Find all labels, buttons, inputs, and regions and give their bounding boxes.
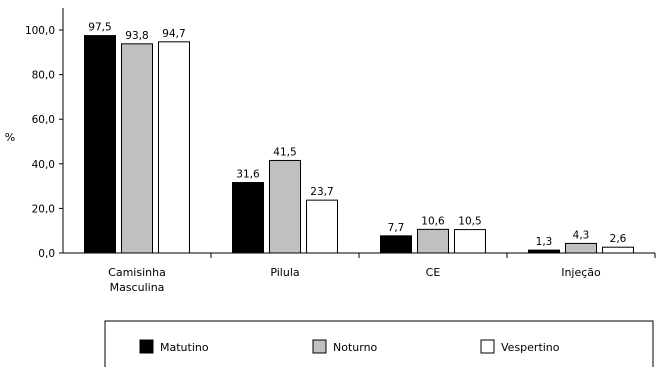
bar-matutino bbox=[380, 235, 412, 254]
legend-frame bbox=[104, 320, 654, 367]
data-label: 93,8 bbox=[125, 30, 148, 42]
data-label: 94,7 bbox=[162, 28, 185, 40]
data-label: 10,5 bbox=[458, 216, 481, 228]
data-label: 41,5 bbox=[273, 146, 296, 158]
bars bbox=[84, 35, 634, 254]
bar-vespertino bbox=[306, 199, 338, 254]
data-label: 97,5 bbox=[88, 22, 111, 34]
bar-vespertino bbox=[454, 229, 486, 254]
y-axis: 0,0 20,0 40,0 60,0 80,0 100,0 bbox=[25, 8, 64, 260]
bar-noturno bbox=[121, 43, 153, 254]
bar-noturno bbox=[417, 228, 449, 254]
category-label: Injeção bbox=[561, 266, 601, 279]
legend-swatch-noturno bbox=[312, 339, 327, 354]
category-label: Camisinha Masculina bbox=[108, 266, 166, 294]
y-axis-label: % bbox=[5, 131, 15, 144]
data-labels: 97,5 93,8 94,7 31,6 41,5 23,7 7,7 10,6 10,5 1,3 4,… bbox=[88, 22, 626, 249]
bar-vespertino bbox=[602, 246, 634, 254]
legend-label: Vespertino bbox=[501, 341, 560, 354]
x-axis bbox=[63, 252, 656, 258]
y-tick-label: 60,0 bbox=[32, 114, 55, 126]
data-label: 4,3 bbox=[573, 229, 590, 241]
legend: Matutino Noturno Vespertino bbox=[104, 320, 654, 367]
y-tick-label: 100,0 bbox=[25, 25, 55, 37]
y-tick-label: 20,0 bbox=[32, 203, 55, 215]
data-label: 23,7 bbox=[310, 186, 333, 198]
bar-matutino bbox=[84, 35, 116, 254]
bar-noturno bbox=[269, 159, 301, 254]
legend-label: Noturno bbox=[333, 341, 378, 354]
data-label: 10,6 bbox=[421, 215, 445, 227]
y-tick-label: 40,0 bbox=[32, 159, 55, 171]
data-label: 1,3 bbox=[536, 236, 553, 248]
bar-vespertino bbox=[158, 41, 190, 254]
y-tick-label: 80,0 bbox=[32, 70, 55, 82]
y-tick-label: 0,0 bbox=[38, 248, 55, 260]
legend-swatch-vespertino bbox=[480, 339, 495, 354]
category-label: Pilula bbox=[270, 266, 299, 279]
bar-matutino bbox=[528, 249, 560, 254]
legend-swatch-matutino bbox=[139, 339, 154, 354]
bar-matutino bbox=[232, 182, 264, 254]
legend-label: Matutino bbox=[160, 341, 209, 354]
data-label: 2,6 bbox=[610, 233, 627, 245]
data-label: 7,7 bbox=[388, 222, 405, 234]
category-label: CE bbox=[426, 266, 441, 279]
category-labels: Camisinha Masculina Pilula CE Injeção bbox=[108, 266, 601, 294]
data-label: 31,6 bbox=[236, 169, 260, 181]
bar-noturno bbox=[565, 242, 597, 254]
